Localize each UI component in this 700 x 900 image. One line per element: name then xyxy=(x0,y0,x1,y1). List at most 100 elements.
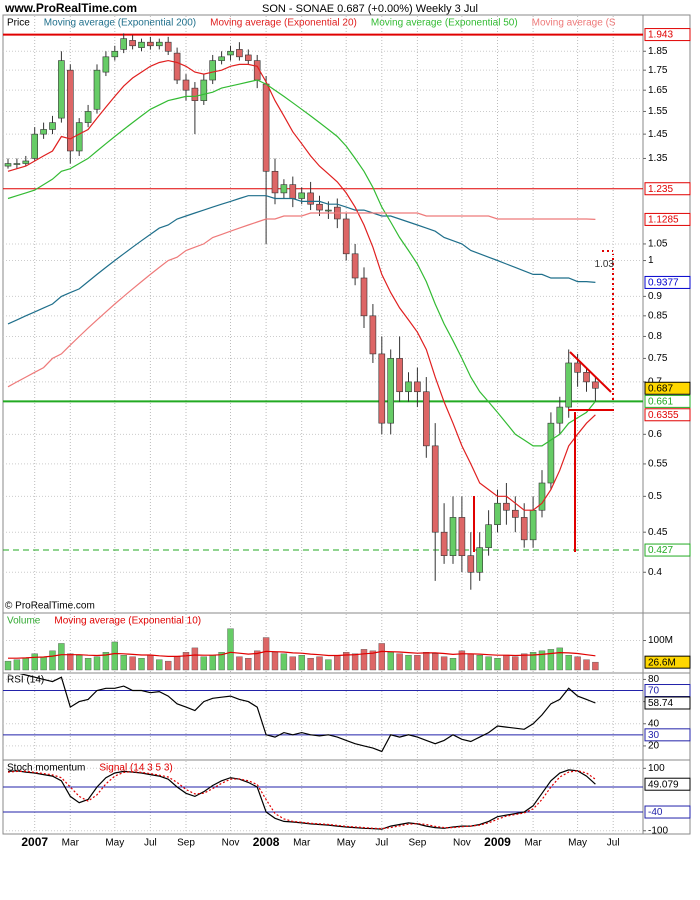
volume-bar xyxy=(396,653,403,671)
volume-bar xyxy=(40,656,47,671)
price-tag xyxy=(644,777,691,791)
price-tag xyxy=(644,394,691,408)
candle-body xyxy=(58,60,65,119)
volume-bar xyxy=(245,657,252,671)
y-tick-label: 0.45 xyxy=(648,527,668,538)
x-tick-label: Jul xyxy=(607,838,620,849)
volume-bar xyxy=(476,655,483,671)
candle-body xyxy=(40,129,47,135)
legend-entry: Signal (14 3 5 3) xyxy=(99,763,172,774)
candle-body xyxy=(538,482,546,511)
volume-bar xyxy=(565,655,572,671)
volume-bar xyxy=(494,657,501,671)
y-tick-label: 0.55 xyxy=(648,459,668,470)
candle-body xyxy=(458,517,466,556)
candle-body xyxy=(93,69,101,110)
candle-body xyxy=(511,509,519,518)
volume-bar xyxy=(547,649,555,671)
volume-bar xyxy=(369,650,377,671)
volume-bar xyxy=(200,656,208,671)
volume-bar xyxy=(271,652,279,671)
volume-bar xyxy=(49,650,56,671)
y-tick-label: 100M xyxy=(648,635,673,646)
candle-body xyxy=(164,41,172,52)
price-tag-label: 0.687 xyxy=(648,383,673,394)
volume-bar xyxy=(458,650,466,671)
volume-bar xyxy=(182,652,190,671)
x-tick-label: 2008 xyxy=(253,835,280,849)
drawings xyxy=(473,250,614,552)
volume-bar xyxy=(467,653,474,671)
volume-bar xyxy=(84,657,92,671)
volume-bar xyxy=(13,659,21,671)
candle-body xyxy=(369,315,377,355)
volume-bar xyxy=(351,653,359,671)
candle-body xyxy=(111,50,119,58)
candle-body xyxy=(182,79,190,91)
volume-bar xyxy=(4,660,12,671)
site-name: www.ProRealTime.com xyxy=(4,1,137,15)
candle-body xyxy=(520,517,528,541)
price-tag xyxy=(644,275,691,289)
price-plot xyxy=(3,16,643,612)
candle-body xyxy=(405,381,412,393)
volume-bar xyxy=(521,653,528,671)
candle-body xyxy=(75,122,83,152)
volume-bar xyxy=(164,660,172,671)
price-tag-label: 30 xyxy=(648,730,660,741)
volume-bar xyxy=(280,653,288,671)
candle-body xyxy=(378,353,386,424)
y-tick-label: 1.55 xyxy=(648,106,668,117)
series-line xyxy=(7,212,596,388)
price-tag-label: 1.1285 xyxy=(648,215,679,226)
y-tick-label: 1.05 xyxy=(648,239,668,250)
price-tag xyxy=(644,182,691,196)
price-tag xyxy=(644,696,691,710)
volume-bar xyxy=(432,653,439,671)
y-tick-label: 0.9 xyxy=(648,291,662,302)
volume-bar xyxy=(360,649,368,671)
volume-bar xyxy=(449,657,457,671)
candle-body xyxy=(298,192,306,199)
volume-bar xyxy=(218,652,225,671)
volume-bar xyxy=(156,659,163,671)
volume-bar xyxy=(102,652,110,671)
candle-body xyxy=(13,163,21,165)
candle-body xyxy=(476,547,484,573)
series-line xyxy=(7,79,596,447)
price-tag xyxy=(644,381,691,395)
volume-bar xyxy=(423,652,430,671)
price-tag-label: 0.661 xyxy=(648,397,673,408)
volume-bar xyxy=(147,655,154,671)
x-tick-label: Mar xyxy=(524,838,542,849)
legend-entry: Volume xyxy=(7,616,41,627)
volume-bar xyxy=(440,656,448,671)
candle-body xyxy=(129,40,136,47)
series-line xyxy=(7,195,596,325)
y-tick-label: 0.8 xyxy=(648,331,662,342)
series-line xyxy=(7,770,596,830)
price-tag-label: 0.6355 xyxy=(648,410,679,421)
candle-body xyxy=(4,163,12,167)
candle-body xyxy=(173,52,181,81)
candle-body xyxy=(396,358,403,393)
candle-body xyxy=(325,209,332,212)
rsi-plot xyxy=(3,674,643,759)
candle-body xyxy=(565,362,573,408)
y-tick-label: -100 xyxy=(648,825,668,836)
y-tick-label: 0.85 xyxy=(648,310,668,321)
candle-body xyxy=(307,192,314,205)
x-tick-label: Mar xyxy=(293,838,311,849)
x-tick-label: 2009 xyxy=(484,835,511,849)
price-tag xyxy=(644,212,691,226)
candle-body xyxy=(209,60,216,81)
legend-entry: Moving average (S xyxy=(532,18,616,29)
series-line xyxy=(7,59,596,511)
chart-title: SON - SONAE 0.687 (+0.00%) Weekly 3 Jul xyxy=(262,3,478,15)
y-tick-label: 0.4 xyxy=(648,567,662,578)
legend-entry: Stoch momentum xyxy=(7,763,85,774)
volume-bar xyxy=(325,659,332,671)
candle-body xyxy=(31,133,39,159)
x-tick-label: Nov xyxy=(222,838,240,849)
